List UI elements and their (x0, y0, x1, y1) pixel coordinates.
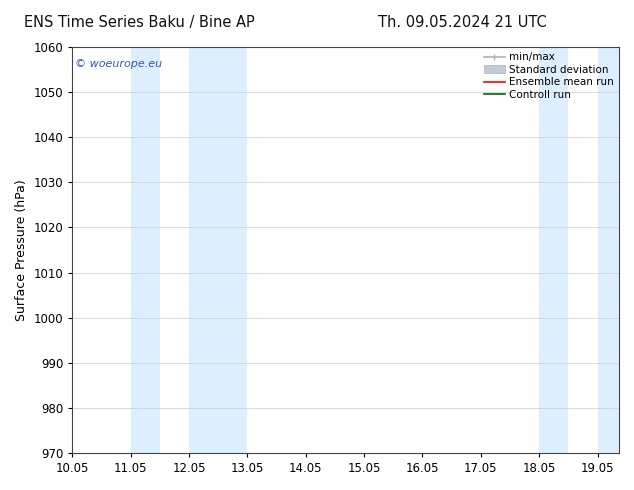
Bar (131, 47, 160, 453)
Text: ENS Time Series Baku / Bine AP: ENS Time Series Baku / Bine AP (24, 15, 255, 30)
Bar (598, 47, 619, 453)
Bar (189, 47, 247, 453)
Text: © woeurope.eu: © woeurope.eu (75, 59, 162, 69)
Legend: min/max, Standard deviation, Ensemble mean run, Controll run: min/max, Standard deviation, Ensemble me… (482, 50, 616, 102)
Text: Th. 09.05.2024 21 UTC: Th. 09.05.2024 21 UTC (378, 15, 547, 30)
Y-axis label: Surface Pressure (hPa): Surface Pressure (hPa) (15, 179, 28, 321)
Bar (540, 47, 569, 453)
